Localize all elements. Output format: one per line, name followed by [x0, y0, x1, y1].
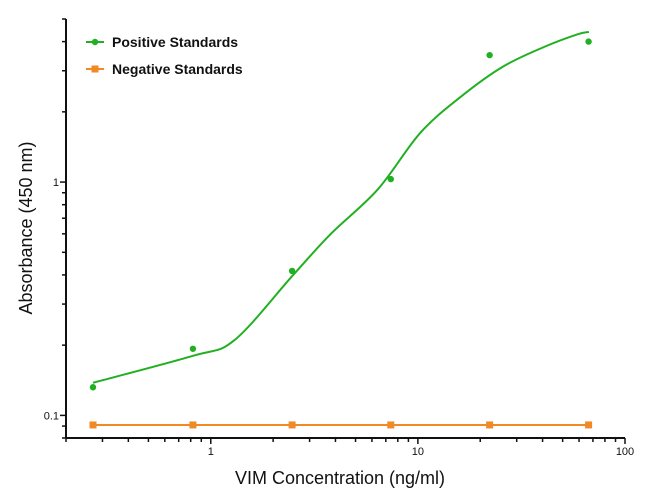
y-tick-label: 1 [53, 177, 59, 189]
negative-standards-point [189, 421, 197, 429]
legend: Positive Standards Negative Standards [86, 34, 243, 77]
axes: 1 10 100 0.1 1 [44, 18, 634, 458]
negative-standards-point [585, 421, 593, 429]
y-axis-title: Absorbance (450 nm) [16, 141, 36, 314]
positive-standards-point [486, 51, 493, 59]
negative-standards-point [486, 421, 494, 429]
positive-standards-point [89, 384, 97, 391]
legend-label: Negative Standards [112, 61, 243, 77]
x-tick-label: 10 [412, 446, 424, 458]
negative-standards-point [288, 421, 296, 429]
y-tick-label: 0.1 [44, 410, 59, 422]
x-tick-label: 1 [208, 446, 214, 458]
plot-area [89, 30, 593, 429]
legend-marker-negative [91, 65, 99, 73]
negative-standards-point [387, 421, 395, 429]
positive-standards-point [387, 175, 394, 183]
positive-standards-fit-curve [92, 30, 590, 384]
legend-label: Positive Standards [112, 34, 238, 50]
positive-standards-point [585, 38, 592, 45]
positive-standards-point [288, 267, 296, 275]
positive-standards-point [189, 345, 197, 352]
negative-standards-point [89, 421, 97, 429]
x-tick-label: 100 [616, 446, 634, 458]
x-axis-title: VIM Concentration (ng/ml) [235, 468, 445, 488]
legend-marker-positive [91, 38, 99, 46]
